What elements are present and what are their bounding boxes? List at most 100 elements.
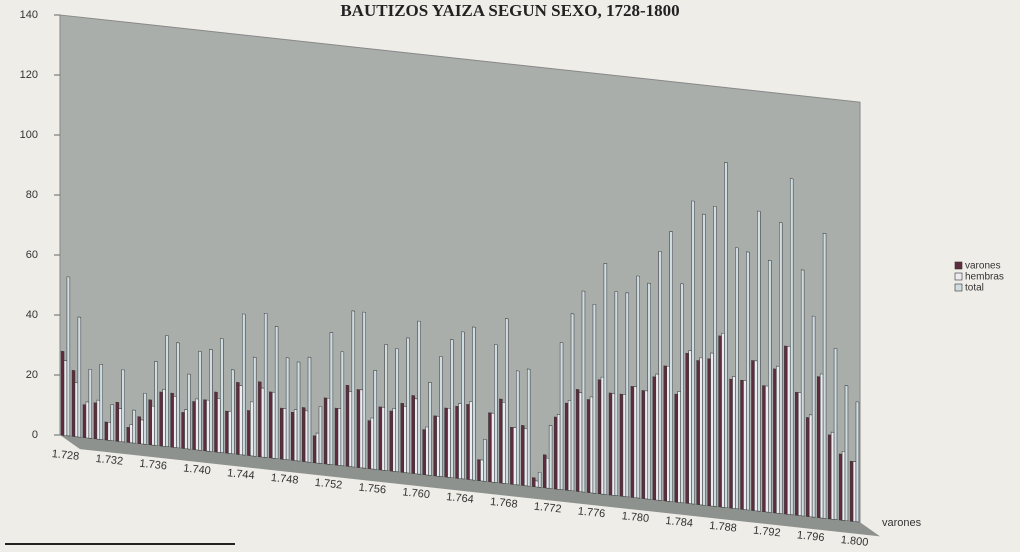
- bar: [524, 428, 528, 487]
- legend-label: total: [965, 283, 984, 294]
- bar: [392, 407, 396, 472]
- bar: [787, 345, 791, 515]
- bar: [217, 397, 221, 453]
- bar: [655, 373, 659, 501]
- bar: [735, 247, 739, 510]
- bar: [110, 404, 114, 442]
- bar: [132, 409, 136, 444]
- bar: [345, 384, 350, 467]
- bar: [702, 213, 706, 506]
- bar: [757, 210, 761, 512]
- x-tick-label: 1.788: [709, 520, 738, 535]
- bar: [707, 358, 711, 507]
- bar: [99, 364, 103, 440]
- bar: [647, 282, 651, 500]
- bar: [652, 376, 657, 501]
- bar: [581, 290, 586, 493]
- bar: [282, 408, 287, 460]
- bar: [261, 387, 265, 458]
- bar: [817, 376, 821, 519]
- bar: [685, 352, 689, 504]
- bar: [510, 426, 514, 485]
- chart-title: BAUTIZOS YAIZA SEGUN SEXO, 1728-1800: [340, 1, 679, 20]
- bar: [329, 332, 334, 466]
- bar: [768, 259, 772, 513]
- bar: [307, 356, 312, 463]
- x-tick-label: 1.752: [314, 477, 343, 492]
- bar: [184, 409, 188, 450]
- legend-swatch: [954, 272, 963, 281]
- bar: [447, 407, 451, 478]
- bar: [819, 373, 824, 519]
- bar: [751, 360, 755, 511]
- bar: [564, 402, 569, 491]
- x-tick-label: 1.760: [402, 486, 431, 501]
- bar: [159, 391, 163, 447]
- bar: [181, 411, 185, 449]
- bar: [231, 369, 235, 455]
- y-tick-label: 80: [26, 189, 38, 201]
- bar: [250, 401, 254, 457]
- legend-label: hembras: [965, 272, 1004, 283]
- x-tick-label: 1.792: [753, 525, 782, 540]
- bar: [104, 421, 109, 441]
- bar: [521, 425, 525, 486]
- x-tick-label: 1.780: [621, 510, 650, 525]
- bar: [545, 457, 550, 489]
- bar: [370, 417, 375, 470]
- x-tick-label: 1.784: [665, 515, 694, 530]
- bar: [285, 357, 290, 461]
- bar: [115, 401, 120, 442]
- bar: [516, 370, 520, 486]
- bar: [107, 421, 112, 441]
- bar: [611, 392, 616, 496]
- bar: [66, 276, 71, 437]
- bar: [389, 410, 394, 472]
- bar: [411, 395, 415, 474]
- bar: [154, 361, 158, 446]
- bar: [532, 477, 536, 488]
- bar: [636, 275, 640, 499]
- bar: [491, 412, 495, 483]
- bar: [60, 350, 65, 436]
- bar: [488, 412, 492, 483]
- bar: [263, 312, 268, 458]
- bar: [537, 471, 542, 488]
- bar: [586, 399, 591, 494]
- bar: [822, 232, 827, 519]
- bar: [121, 369, 125, 443]
- bar: [535, 480, 539, 488]
- bar: [198, 350, 202, 451]
- bar: [559, 342, 564, 491]
- bar: [526, 368, 531, 487]
- bar: [348, 391, 353, 468]
- bar: [729, 378, 733, 509]
- x-tick-label: 1.736: [139, 458, 168, 473]
- bar: [494, 344, 498, 483]
- bar: [274, 326, 279, 460]
- bar: [696, 360, 700, 505]
- bar: [795, 391, 799, 516]
- bar: [280, 407, 284, 460]
- bar: [252, 356, 257, 457]
- bar: [403, 406, 407, 474]
- legend-swatch: [954, 261, 963, 270]
- bar: [710, 352, 714, 507]
- bar: [373, 369, 377, 470]
- bar: [315, 432, 320, 464]
- bar: [381, 406, 385, 471]
- bar: [71, 370, 76, 437]
- bar: [680, 283, 684, 504]
- bar: [589, 396, 594, 494]
- bar: [225, 410, 229, 454]
- bar: [170, 392, 174, 448]
- y-tick-label: 0: [32, 429, 38, 441]
- bar: [206, 399, 210, 452]
- bar: [209, 349, 213, 452]
- bar: [855, 401, 860, 523]
- bar: [334, 407, 339, 466]
- y-tick-label: 40: [26, 309, 38, 321]
- bar: [203, 399, 207, 452]
- bar: [633, 386, 638, 499]
